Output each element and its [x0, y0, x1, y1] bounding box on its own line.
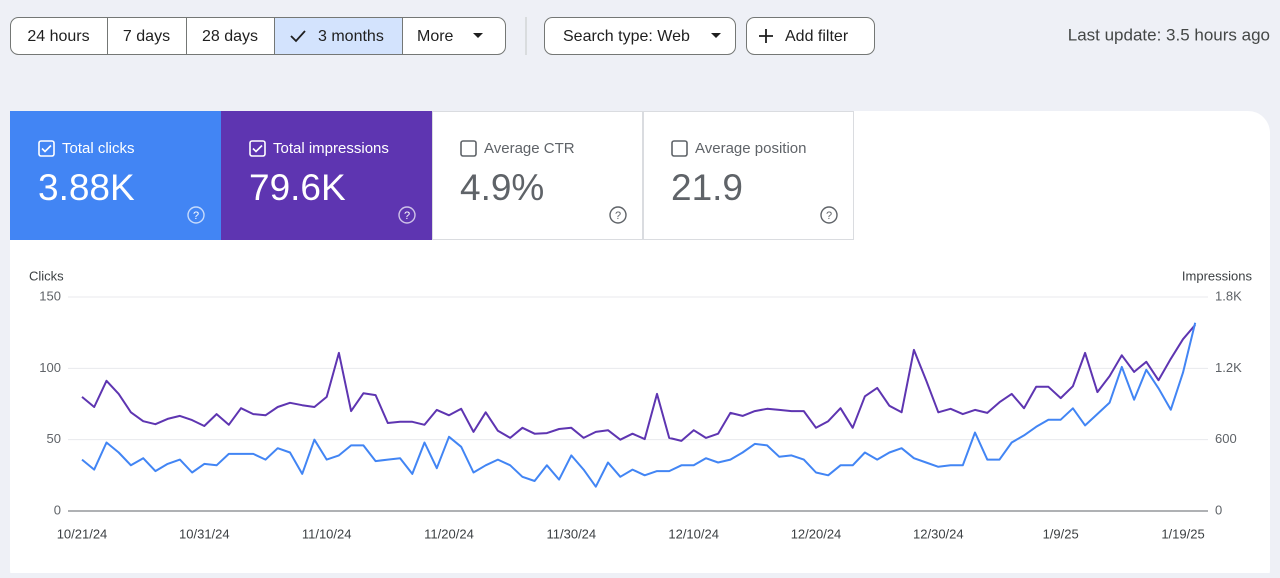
y-tick-label: 0 [54, 502, 61, 517]
dropdown-arrow [473, 33, 483, 38]
check-icon [290, 30, 306, 43]
help-mark: ? [193, 210, 199, 222]
checkbox-tick [41, 144, 52, 153]
x-tick-label: 11/30/24 [547, 526, 597, 541]
metric-checkbox[interactable] [460, 140, 477, 157]
metric-checkbox[interactable] [671, 140, 688, 157]
x-tick-label: 12/10/24 [668, 526, 719, 541]
add-filter-button[interactable] [746, 17, 875, 55]
metric-card[interactable] [10, 111, 221, 240]
x-tick-label: 12/30/24 [913, 526, 964, 541]
y-axis-title: Clicks [29, 268, 64, 283]
metric-value: 3.88K [38, 167, 135, 208]
help-icon[interactable] [398, 206, 416, 224]
help-mark: ? [826, 210, 832, 222]
series-line [81, 322, 1197, 488]
metric-checkbox[interactable] [249, 140, 266, 157]
help-icon[interactable] [820, 206, 838, 224]
range-button[interactable]: 24 hours [27, 28, 89, 45]
help-icon[interactable] [187, 206, 205, 224]
search-type-label[interactable]: Search type: Web [563, 28, 690, 45]
y-tick-label: 150 [39, 288, 61, 303]
metric-label: Average position [695, 140, 806, 157]
add-filter-label[interactable]: Add filter [785, 28, 849, 45]
last-update: Last update: 3.5 hours ago [1068, 25, 1270, 44]
y2-tick-label: 600 [1215, 431, 1237, 446]
metric-card[interactable] [643, 111, 854, 240]
range-button[interactable]: 3 months [318, 28, 384, 45]
range-button[interactable]: 28 days [202, 28, 258, 45]
x-tick-label: 11/10/24 [302, 526, 352, 541]
dropdown-arrow [711, 33, 721, 38]
metric-label: Average CTR [484, 140, 575, 157]
y2-axis-title: Impressions [1182, 268, 1253, 283]
help-mark: ? [404, 210, 410, 222]
metric-value: 21.9 [671, 167, 743, 208]
checkbox-tick [252, 144, 263, 153]
x-tick-label: 1/19/25 [1161, 526, 1204, 541]
help-icon[interactable] [609, 206, 627, 224]
metric-label: Total clicks [62, 140, 135, 157]
range-selected [274, 18, 403, 54]
range-button[interactable]: 7 days [123, 28, 170, 45]
y-tick-label: 50 [47, 431, 61, 446]
x-tick-label: 12/20/24 [791, 526, 842, 541]
x-tick-label: 11/20/24 [424, 526, 474, 541]
metric-label: Total impressions [273, 140, 389, 157]
y2-tick-label: 0 [1215, 502, 1222, 517]
x-tick-label: 1/9/25 [1043, 526, 1079, 541]
metric-card[interactable] [221, 111, 432, 240]
metric-value: 79.6K [249, 167, 346, 208]
plus-icon [759, 29, 773, 43]
metric-checkbox[interactable] [38, 140, 55, 157]
y-tick-label: 100 [39, 360, 61, 375]
y2-tick-label: 1.2K [1215, 360, 1242, 375]
x-tick-label: 10/31/24 [179, 526, 230, 541]
metric-card[interactable] [432, 111, 643, 240]
metric-value: 4.9% [460, 167, 544, 208]
help-mark: ? [615, 210, 621, 222]
search-type-button[interactable] [544, 17, 736, 55]
range-button[interactable]: More [417, 28, 454, 45]
series-line [81, 324, 1196, 442]
x-tick-label: 10/21/24 [57, 526, 108, 541]
y2-tick-label: 1.8K [1215, 288, 1242, 303]
